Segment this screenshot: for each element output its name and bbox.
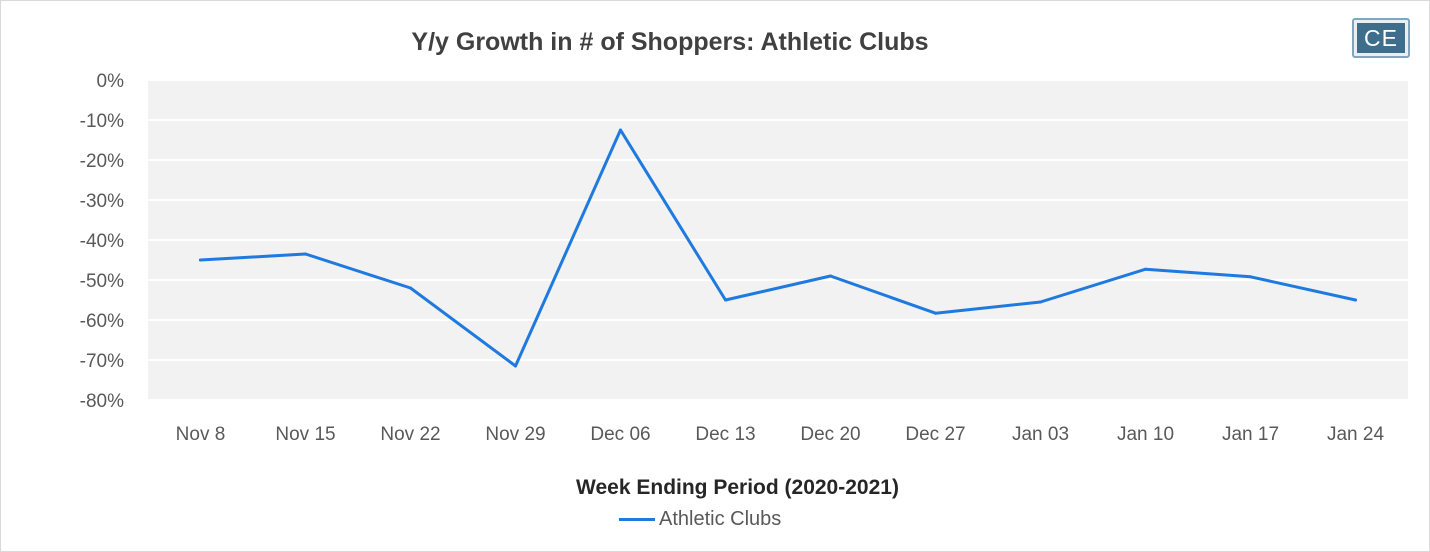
y-tick-label: -20%: [80, 151, 124, 172]
x-axis-title: Week Ending Period (2020-2021): [576, 476, 899, 499]
ce-logo-text: CE: [1357, 23, 1405, 53]
x-tick-label: Nov 29: [485, 424, 545, 445]
data-point: [1249, 275, 1252, 279]
x-tick-label: Nov 22: [380, 424, 440, 445]
data-point: [619, 128, 622, 132]
legend-swatch-athletic-clubs: [619, 518, 655, 521]
x-tick-label: Dec 13: [695, 424, 755, 445]
data-point: [829, 274, 832, 278]
y-tick-label: -50%: [80, 271, 124, 292]
data-point: [1144, 267, 1147, 271]
x-tick-label: Dec 06: [590, 424, 650, 445]
y-tick-label: 0%: [97, 71, 125, 92]
ce-logo: CE: [1352, 18, 1410, 58]
y-tick-label: -10%: [80, 111, 124, 132]
chart-title: Y/y Growth in # of Shoppers: Athletic Cl…: [411, 28, 929, 56]
x-tick-label: Nov 8: [176, 424, 226, 445]
x-tick-label: Jan 03: [1012, 424, 1069, 445]
x-tick-label: Jan 24: [1327, 424, 1384, 445]
y-tick-label: -80%: [80, 391, 124, 412]
y-tick-label: -40%: [80, 231, 124, 252]
legend: Athletic Clubs: [619, 508, 781, 531]
data-point: [934, 311, 937, 315]
series-line-athletic-clubs: [199, 128, 1357, 368]
legend-label-athletic-clubs: Athletic Clubs: [659, 508, 782, 530]
data-point: [1039, 300, 1042, 304]
data-point: [304, 252, 307, 256]
y-tick-label: -70%: [80, 351, 124, 372]
y-tick-label: -60%: [80, 311, 124, 332]
x-tick-label: Jan 17: [1222, 424, 1279, 445]
data-point: [724, 298, 727, 302]
data-point: [1354, 298, 1357, 302]
x-tick-label: Dec 20: [800, 424, 860, 445]
x-tick-label: Dec 27: [905, 424, 965, 445]
y-tick-label: -30%: [80, 191, 124, 212]
data-point: [514, 364, 517, 368]
x-tick-label: Nov 15: [275, 424, 335, 445]
x-tick-label: Jan 10: [1117, 424, 1174, 445]
data-point: [199, 258, 202, 262]
data-point: [409, 286, 412, 290]
